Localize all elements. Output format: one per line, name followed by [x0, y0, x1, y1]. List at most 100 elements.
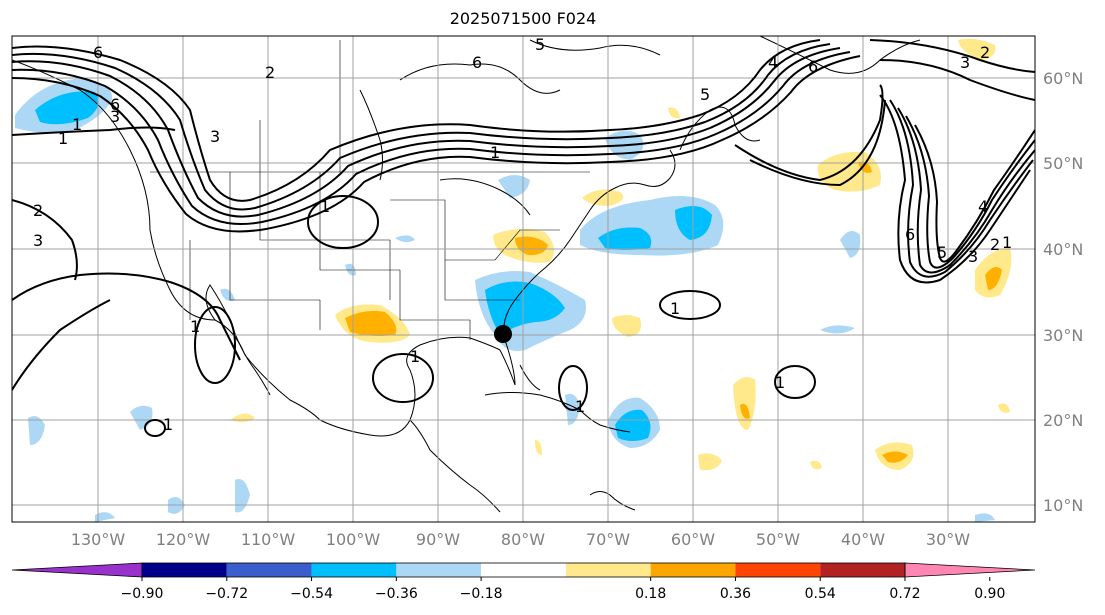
pos-area-small-6	[668, 107, 680, 119]
contour-label: 3	[968, 247, 978, 266]
colorbar-tick-label: 0.36	[720, 586, 751, 602]
contour-label: 3	[110, 107, 120, 126]
lon-label: 80°W	[501, 530, 545, 549]
pos-area-mid-atlantic-n-core	[858, 161, 872, 173]
contour-label: 1	[670, 299, 680, 318]
contour-label: 1	[72, 115, 82, 134]
neg-area-small-2	[395, 235, 415, 243]
neg-area-small-7	[235, 479, 250, 513]
lat-label: 50°N	[1043, 154, 1083, 173]
contour-label: 1	[58, 129, 68, 148]
contour-label: 6	[110, 95, 120, 114]
contour-label: 1	[1002, 233, 1012, 252]
plot-frame	[11, 35, 1036, 523]
neg-area-small-9	[95, 512, 115, 522]
colorbar-segment	[820, 563, 905, 577]
pos-area-small-4	[810, 460, 822, 470]
neg-area-caribbean-core	[615, 409, 651, 441]
colorbar: −0.90 −0.72 −0.54 −0.36 −0.18 0.18 0.36 0.54 0.7…	[11, 562, 1036, 602]
lon-label: 100°W	[326, 530, 381, 549]
colorbar-tick-label: 0.72	[889, 586, 920, 602]
colorbar-tick-label: −0.90	[121, 586, 164, 602]
contour-labels: 6 3 6 1 2 3 1 1 1 1 5 6 5 4 6 3 2 1 6 5 …	[33, 35, 1012, 434]
neg-area-mexico-w	[28, 416, 45, 445]
map-title: 2025071500 F024	[449, 9, 597, 28]
lon-label: 120°W	[156, 530, 211, 549]
pos-area-mid-atlantic-n	[817, 151, 881, 192]
lon-label: 40°W	[841, 530, 885, 549]
colorbar-tick-label: 0.18	[635, 586, 666, 602]
pos-area-texas-core	[345, 310, 397, 336]
pos-area-small-5	[998, 403, 1010, 413]
contour-label: 3	[210, 127, 220, 146]
colorbar-segment	[565, 563, 651, 577]
contour-label: 1	[490, 143, 500, 162]
pos-area-tropical-e-core	[882, 451, 908, 463]
colorbar-extend-min	[11, 562, 143, 578]
colorbar-segment	[226, 563, 312, 577]
contour-label: 6	[93, 43, 103, 62]
lat-label: 30°N	[1043, 326, 1083, 345]
colorbar-segment	[142, 563, 227, 577]
colorbar-tick-label: −0.36	[375, 586, 418, 602]
contour-label: 1	[163, 415, 173, 434]
contour-label: 2	[980, 43, 990, 62]
colorbar-frame	[141, 562, 906, 578]
lon-label: 70°W	[586, 530, 630, 549]
contour-label: 2	[990, 235, 1000, 254]
contour-label: 5	[700, 85, 710, 104]
colorbar-tick-label: −0.18	[460, 586, 503, 602]
contour-label: 2	[265, 63, 275, 82]
colorbar-tick-label: 0.90	[974, 586, 1005, 602]
colorbar-extend-max	[904, 562, 1036, 578]
colorbar-segment	[396, 563, 482, 577]
lat-label: 60°N	[1043, 69, 1083, 88]
latitude-labels: 60°N 50°N 40°N 30°N 20°N 10°N	[1043, 69, 1083, 515]
lon-label: 90°W	[416, 530, 460, 549]
contour-label: 4	[978, 197, 988, 216]
contour-lines	[12, 39, 1035, 437]
pos-area-atl-tropical-core	[740, 403, 750, 419]
lon-label: 110°W	[241, 530, 296, 549]
contour-label: 2	[33, 201, 43, 220]
contour-label: 1	[410, 347, 420, 366]
colorbar-tick-label: −0.54	[290, 586, 333, 602]
graticule	[12, 36, 1035, 522]
lon-label: 130°W	[71, 530, 126, 549]
colorbar-segment	[735, 563, 821, 577]
contour-label: 1	[320, 197, 330, 216]
lon-label: 60°W	[671, 530, 715, 549]
pos-area-small-7	[535, 440, 542, 455]
contour-label: 4	[768, 53, 778, 72]
neg-area-small-5	[820, 325, 855, 334]
neg-area-small-10	[220, 288, 235, 302]
pos-area-ne-canada	[582, 189, 624, 206]
colorbar-segment	[481, 563, 566, 577]
lat-label: 40°N	[1043, 240, 1083, 259]
contour-label: 1	[190, 317, 200, 336]
storm-center-marker	[494, 325, 512, 343]
contour-label: 6	[905, 225, 915, 244]
contour-label: 1	[575, 397, 585, 416]
neg-area-mid-atlantic-e	[840, 231, 861, 258]
pos-area-atl-tropical	[733, 376, 756, 430]
longitude-labels: 130°W 120°W 110°W 100°W 90°W 80°W 70°W 6…	[71, 530, 970, 549]
contour-label: 3	[960, 53, 970, 72]
colorbar-segment	[311, 563, 397, 577]
neg-area-small-8	[975, 513, 995, 522]
pos-area-bermuda-s	[612, 315, 642, 337]
neg-area-atlantic-ne-core	[598, 227, 652, 250]
pos-area-small-1	[698, 453, 722, 471]
contour-label: 5	[937, 243, 947, 262]
lat-label: 20°N	[1043, 411, 1083, 430]
lon-label: 50°W	[756, 530, 800, 549]
contour-label: 5	[535, 35, 545, 54]
pos-area-small-3	[958, 38, 996, 60]
contour-label: 3	[33, 231, 43, 250]
pos-area-east-atl-core	[985, 266, 1002, 290]
lon-label: 30°W	[926, 530, 970, 549]
colorbar-tick-label: 0.54	[805, 586, 836, 602]
neg-area-pacific-nw-core	[35, 91, 99, 125]
contour-label: 1	[775, 373, 785, 392]
